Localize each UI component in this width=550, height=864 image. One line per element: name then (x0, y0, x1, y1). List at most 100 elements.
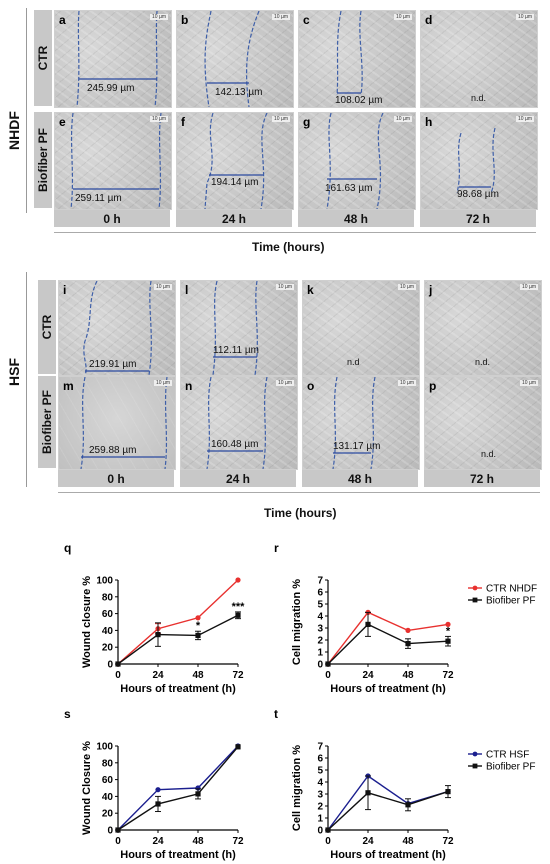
data-point (235, 577, 241, 583)
scale-bar-label: 10 µm (272, 116, 290, 122)
gap-measurement: 245.99 µm (87, 83, 135, 94)
series-line (327, 611, 449, 665)
gap-measurement: 161.63 µm (325, 183, 373, 194)
x-tick-label: 48 (192, 670, 204, 681)
x-tick-label: 72 (442, 836, 454, 847)
micrograph-m: m 10 µm 259.88 µm (58, 376, 176, 470)
y-tick-label: 1 (317, 648, 323, 659)
time-label-hsf-72h: 72 h (424, 470, 540, 487)
data-point (445, 638, 451, 644)
x-tick-label: 72 (442, 670, 454, 681)
y-tick-label: 100 (96, 742, 113, 753)
micrograph-i: i 10 µm 219.91 µm (58, 280, 176, 376)
micrograph-j: j 10 µm n.d. (424, 280, 542, 376)
panel-letter: b (181, 13, 189, 27)
y-tick-label: 0 (107, 660, 113, 671)
scale-bar-label: 10 µm (398, 284, 416, 290)
y-tick-label: 1 (317, 814, 323, 825)
time-label-nhdf-72h: 72 h (420, 210, 536, 227)
x-tick-label: 72 (232, 670, 244, 681)
micrograph-c: c 10 µm 108.02 µm (298, 10, 416, 108)
gap-measurement: 219.91 µm (89, 359, 137, 370)
data-point (405, 627, 411, 633)
y-tick-label: 4 (317, 778, 323, 789)
legend-marker (472, 751, 478, 757)
panel-letter: h (425, 115, 433, 129)
panel-letter: i (63, 283, 67, 297)
data-point (325, 827, 331, 833)
data-point (405, 802, 411, 808)
time-label-hsf-0h: 0 h (58, 470, 174, 487)
legend-marker (472, 763, 478, 769)
panel-letter: p (429, 379, 437, 393)
micrograph-k: k 10 µm n.d (302, 280, 420, 376)
scale-bar-label: 10 µm (520, 380, 538, 386)
time-label-hsf-48h: 48 h (302, 470, 418, 487)
y-tick-label: 3 (317, 624, 323, 635)
data-point (115, 827, 121, 833)
y-tick-label: 60 (102, 609, 114, 620)
group-label-hsf: HSF (6, 358, 22, 386)
gap-measurement: 259.88 µm (89, 445, 137, 456)
series-line (117, 579, 239, 665)
gap-measurement: 131.17 µm (333, 441, 381, 452)
legend-marker (472, 585, 478, 591)
data-point (155, 787, 161, 793)
data-point (235, 612, 241, 618)
y-axis-label: Wound Closure % (81, 741, 93, 835)
y-tick-label: 4 (317, 612, 323, 623)
gap-measurement: 194.14 µm (211, 177, 259, 188)
panel-letter: s (64, 707, 71, 721)
x-tick-label: 48 (402, 670, 414, 681)
gap-measurement: 112.11 µm (213, 345, 259, 356)
x-tick-label: 48 (402, 836, 414, 847)
series-line (117, 745, 239, 831)
time-axis-title-nhdf: Time (hours) (252, 240, 325, 254)
panel-letter: e (59, 115, 66, 129)
gap-measurement: 98.68 µm (457, 189, 499, 200)
x-axis-label: Hours of treatment (h) (330, 683, 446, 695)
y-tick-label: 80 (102, 758, 114, 769)
series-line (117, 746, 239, 831)
series-line (327, 790, 449, 831)
series-line (327, 623, 449, 665)
y-tick-label: 5 (317, 766, 323, 777)
y-tick-label: 2 (317, 802, 323, 813)
not-determined-label: n.d. (471, 93, 487, 103)
data-point (195, 632, 201, 639)
data-point (365, 790, 371, 796)
x-tick-label: 72 (232, 836, 244, 847)
significance-marker: * (446, 625, 451, 637)
row-label-nhdf-biofiber: Biofiber PF (34, 112, 52, 208)
x-tick-label: 24 (362, 836, 374, 847)
scale-bar-label: 10 µm (520, 284, 538, 290)
x-axis-label: Hours of treatment (h) (330, 849, 446, 861)
scale-bar-label: 10 µm (150, 14, 168, 20)
scale-bar-label: 10 µm (276, 284, 294, 290)
y-tick-label: 20 (102, 643, 114, 654)
y-axis-label: Cell migration % (291, 579, 303, 665)
data-point (235, 744, 241, 750)
scale-bar-label: 10 µm (516, 116, 534, 122)
y-tick-label: 6 (317, 588, 323, 599)
y-tick-label: 7 (317, 576, 323, 587)
y-tick-label: 80 (102, 592, 114, 603)
data-point (195, 791, 201, 797)
time-axis-title-hsf: Time (hours) (264, 506, 337, 520)
gap-measurement: 160.48 µm (211, 439, 259, 450)
time-axis-nhdf (54, 232, 536, 233)
not-determined-label: n.d. (481, 449, 497, 459)
x-tick-label: 24 (152, 670, 164, 681)
x-axis-label: Hours of treatment (h) (120, 849, 236, 861)
not-determined-label: n.d (347, 357, 360, 367)
panel-letter: j (429, 283, 433, 297)
legend-label: CTR HSF (486, 750, 529, 761)
significance-marker: * (196, 620, 201, 632)
y-tick-label: 100 (96, 576, 113, 587)
x-tick-label: 24 (362, 670, 374, 681)
scale-bar-label: 10 µm (516, 14, 534, 20)
micrograph-n: n 10 µm 160.48 µm (180, 376, 298, 470)
y-tick-label: 40 (102, 626, 114, 637)
panel-letter: o (307, 379, 315, 393)
